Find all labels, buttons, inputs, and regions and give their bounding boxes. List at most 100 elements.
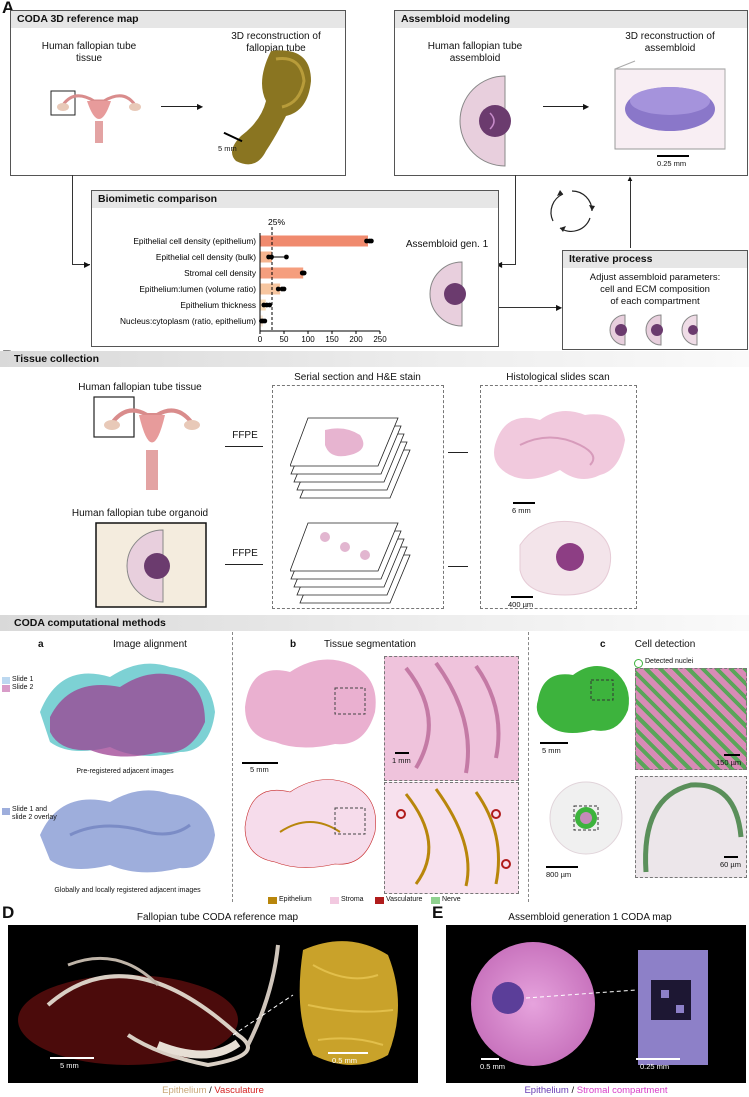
cycle-icon xyxy=(550,190,595,232)
reconstruction-label: 3D reconstruction of fallopian tube xyxy=(231,31,321,54)
bar xyxy=(260,235,368,247)
arrowhead-left: ▶ xyxy=(84,260,91,269)
tissue-label: Human fallopian tube tissue xyxy=(41,41,137,64)
connector-bottom xyxy=(498,307,560,308)
data-point xyxy=(281,286,287,292)
c-divider-1 xyxy=(232,632,233,902)
overlay-label: Slide 1 and slide 2 overlay xyxy=(12,806,57,821)
serial-section-label: Serial section and H&E stain xyxy=(294,372,421,383)
seg-scalebar-2 xyxy=(395,752,409,754)
slide1-swatch xyxy=(2,677,10,684)
legend-nerve-swatch xyxy=(431,897,440,904)
data-point xyxy=(284,254,289,260)
organoid-slide-stack xyxy=(290,522,411,604)
scan-arrow-1 xyxy=(448,452,468,453)
ffpe-arrow-1 xyxy=(225,446,263,447)
b-organoid-illustration xyxy=(95,522,207,608)
bar xyxy=(260,283,281,295)
e-scalebar-1 xyxy=(481,1058,499,1060)
d-caption: Epithelium / Vasculature xyxy=(8,1085,418,1096)
iterative-title: Iterative process xyxy=(563,251,747,268)
scalebar-assembloid-label: 0.25 mm xyxy=(657,159,687,168)
legend-vasculature-swatch xyxy=(375,897,384,904)
e-caption-epithelium: Epithelium xyxy=(524,1085,569,1096)
scan-scalebar-1-label: 6 mm xyxy=(512,506,531,515)
scan-scalebar-2 xyxy=(511,596,533,598)
x-tick-label: 250 xyxy=(373,335,387,343)
x-tick-label: 150 xyxy=(325,335,339,343)
detected-nuclei-swatch xyxy=(634,659,643,668)
cd-zoom-organoid xyxy=(643,782,744,873)
assembloid-illustration xyxy=(459,75,511,167)
d-reference-map-panel xyxy=(8,925,418,1083)
data-point xyxy=(262,318,268,324)
assembloid-variants xyxy=(609,314,698,346)
cd-zoom-box-1 xyxy=(635,668,747,770)
e-caption-stromal: Stromal compartment xyxy=(576,1085,668,1096)
arrowhead-bottom: ▶ xyxy=(556,303,563,312)
scan-scalebar-2-label: 400 µm xyxy=(508,600,534,609)
arrowhead-a2: ▶ xyxy=(583,102,590,111)
arrow-a1 xyxy=(161,106,201,107)
ffpe-label-2: FFPE xyxy=(232,548,258,559)
d-caption-epithelium: Epithelium xyxy=(162,1085,207,1096)
legend-stroma-label: Stroma xyxy=(341,896,364,903)
cell-detection-organoid xyxy=(549,781,623,855)
data-point xyxy=(267,302,272,308)
biomimetic-title: Biomimetic comparison xyxy=(92,191,498,208)
cell-detection-tissue xyxy=(536,666,629,734)
connector-mid-h xyxy=(500,264,515,265)
e-assembloid-map-panel xyxy=(446,925,746,1083)
slide2-swatch xyxy=(2,685,10,692)
arrowhead-mid: ◀ xyxy=(496,260,503,269)
serial-section-box xyxy=(272,385,444,609)
uterus-illustration xyxy=(50,90,141,143)
cd-scalebar-3-label: 800 µm xyxy=(546,870,572,879)
cell-detection-title: Cell detection xyxy=(634,639,696,650)
category-label: Nucleus:cytoplasm (ratio, epithelium) xyxy=(120,316,256,326)
he-zoom-image xyxy=(404,661,501,774)
cd-scalebar-4-label: 60 µm xyxy=(720,860,741,869)
pre-registered-overlay xyxy=(40,663,215,757)
segmented-tissue-image xyxy=(244,779,377,868)
connector-left xyxy=(72,175,73,265)
detected-nuclei-label: Detected nuclei xyxy=(645,658,694,665)
d-scalebar-1 xyxy=(50,1057,94,1059)
threshold-label: 25% xyxy=(268,217,285,227)
arrowhead-a1: ▶ xyxy=(197,102,204,111)
connector-left-h xyxy=(72,264,90,265)
legend-epithelium-swatch xyxy=(268,897,277,904)
c-c-letter: c xyxy=(600,639,606,650)
scan-scalebar-1 xyxy=(513,502,535,504)
data-point xyxy=(275,286,281,292)
fallopian-3d-reconstruction xyxy=(232,50,311,165)
cd-scalebar-2-label: 150 µm xyxy=(716,758,742,767)
legend-stroma-swatch xyxy=(330,897,339,904)
coda-reference-box: CODA 3D reference map Human fallopian tu… xyxy=(10,10,346,176)
e-scalebar-2-label: 0.25 mm xyxy=(640,1062,670,1071)
overlay-swatch xyxy=(2,808,10,815)
iterative-box: Iterative process Adjust assembloid para… xyxy=(562,250,748,350)
b-tissue-label: Human fallopian tube tissue xyxy=(78,382,202,393)
e-assembloid-map-image xyxy=(471,942,708,1066)
slide1-label: Slide 1 xyxy=(12,676,34,683)
category-label: Epithelial cell density (bulk) xyxy=(156,252,256,262)
scalebar-recon-label: 5 mm xyxy=(218,144,237,153)
d-title: Fallopian tube CODA reference map xyxy=(136,912,299,923)
e-caption: Epithelium / Stromal compartment xyxy=(446,1085,746,1096)
scalebar-assembloid xyxy=(657,155,689,157)
d-scalebar-1-label: 5 mm xyxy=(60,1061,79,1070)
pre-registered-caption: Pre-registered adjacent images xyxy=(76,768,174,775)
x-tick-label: 0 xyxy=(258,335,263,343)
assembloid-recon-label: 3D reconstruction of assembloid xyxy=(625,31,715,54)
tissue-segmentation-title: Tissue segmentation xyxy=(324,639,416,650)
d-reference-map-image xyxy=(18,941,398,1068)
he-tissue-image xyxy=(245,659,376,748)
seg-scalebar-2-label: 1 mm xyxy=(392,756,411,765)
data-point xyxy=(301,270,307,276)
ffpe-arrow-2 xyxy=(225,564,263,565)
b-organoid-label: Human fallopian tube organoid xyxy=(71,508,209,519)
assembloid-gen-label: Assembloid gen. 1 xyxy=(405,239,489,250)
seg-legend: Epithelium Stroma Vasculature Nerve xyxy=(268,896,528,906)
cd-scalebar-2 xyxy=(724,754,740,756)
